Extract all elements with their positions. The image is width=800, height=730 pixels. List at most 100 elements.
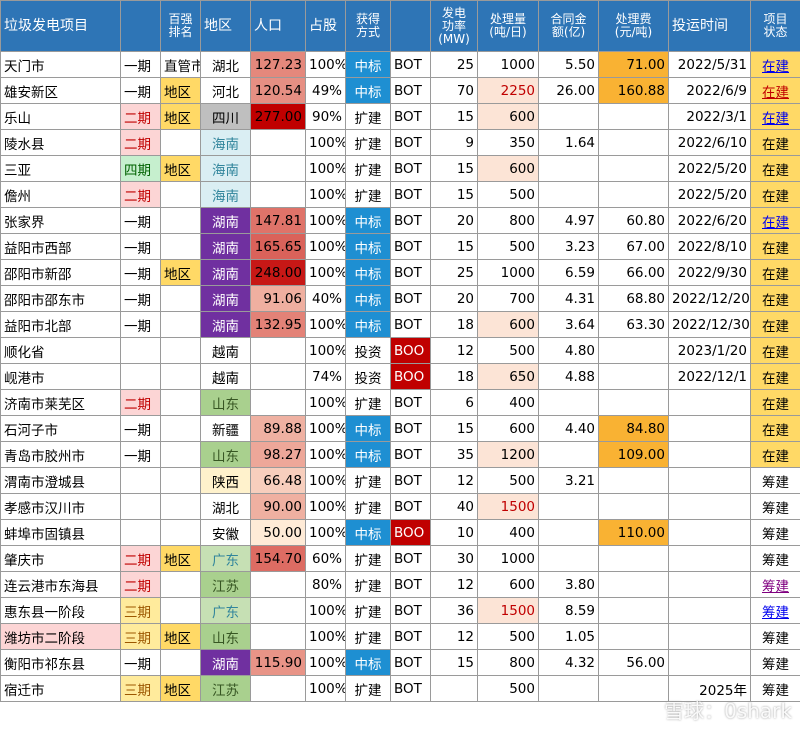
cell	[598, 155, 669, 182]
cell: 600	[477, 415, 539, 442]
cell: 在建	[750, 103, 800, 130]
status-link[interactable]: 筹建	[762, 604, 789, 621]
cell: 岘港市	[0, 363, 121, 390]
cell: 在建	[750, 51, 800, 78]
cell: 100%	[305, 181, 346, 208]
cell: 湖南	[200, 207, 251, 234]
cell: 4.32	[538, 649, 599, 676]
cell	[160, 207, 201, 234]
cell: 安徽	[200, 519, 251, 546]
cell: 广东	[200, 597, 251, 624]
cell: 100%	[305, 51, 346, 78]
cell	[598, 389, 669, 416]
cell: 中标	[345, 259, 391, 286]
cell	[668, 597, 751, 624]
cell: 1500	[477, 493, 539, 520]
header-cell: 人口	[250, 0, 306, 52]
cell: 中标	[345, 77, 391, 104]
cell: 66.00	[598, 259, 669, 286]
cell: 在建	[750, 415, 800, 442]
cell: 12	[430, 571, 478, 598]
cell: 15	[430, 181, 478, 208]
cell: 120.54	[250, 77, 306, 104]
cell	[598, 363, 669, 390]
watermark: 雪球：0shark	[664, 699, 792, 723]
cell: 1000	[477, 545, 539, 572]
cell	[538, 181, 599, 208]
cell: BOT	[390, 597, 431, 624]
cell: 800	[477, 207, 539, 234]
cell: 50.00	[250, 519, 306, 546]
status-link[interactable]: 在建	[762, 58, 789, 75]
cell: 98.27	[250, 441, 306, 468]
cell: 4.31	[538, 285, 599, 312]
cell: 山东	[200, 389, 251, 416]
cell: 5.50	[538, 51, 599, 78]
cell: 江苏	[200, 571, 251, 598]
table-row: 陵水县 二期 海南 100% 扩建 BOT 9 350 1.64 2022/6/10 在建	[0, 129, 800, 156]
cell: 山东	[200, 623, 251, 650]
cell: 惠东县一阶段	[0, 597, 121, 624]
cell: BOT	[390, 441, 431, 468]
table-row: 益阳市北部 一期 湖南 132.95 100% 中标 BOT 18 600 3.64 63.30 20…	[0, 311, 800, 338]
cell: 15	[430, 103, 478, 130]
cell: 地区	[160, 545, 201, 572]
cell: 49%	[305, 77, 346, 104]
cell: 90.00	[250, 493, 306, 520]
table-row: 益阳市西部 一期 湖南 165.65 100% 中标 BOT 15 500 3.23 67.00 20…	[0, 233, 800, 260]
cell: 18	[430, 311, 478, 338]
table-row: 孝感市汉川市 湖北 90.00 100% 扩建 BOT 40 1500 筹建	[0, 493, 800, 520]
cell	[160, 519, 201, 546]
cell: 109.00	[598, 441, 669, 468]
cell: 越南	[200, 337, 251, 364]
cell: 100%	[305, 467, 346, 494]
cell: 宿迁市	[0, 675, 121, 702]
cell: 四川	[200, 103, 251, 130]
header-cell	[390, 0, 431, 52]
cell: 筹建	[750, 649, 800, 676]
cell	[250, 623, 306, 650]
cell: 越南	[200, 363, 251, 390]
cell	[160, 649, 201, 676]
cell: 扩建	[345, 467, 391, 494]
cell: 雄安新区	[0, 77, 121, 104]
cell	[598, 597, 669, 624]
cell: BOT	[390, 415, 431, 442]
cell: 15	[430, 649, 478, 676]
cell: 在建	[750, 155, 800, 182]
cell: 一期	[120, 77, 161, 104]
cell: 中标	[345, 51, 391, 78]
cell: 陕西	[200, 467, 251, 494]
cell: BOT	[390, 545, 431, 572]
cell	[160, 493, 201, 520]
status-link[interactable]: 在建	[762, 110, 789, 127]
cell: 二期	[120, 181, 161, 208]
cell: 在建	[750, 389, 800, 416]
cell: BOT	[390, 571, 431, 598]
status-link[interactable]: 筹建	[762, 578, 789, 595]
cell	[160, 311, 201, 338]
cell: BOT	[390, 77, 431, 104]
table-row: 岘港市 越南 74% 投资 BOO 18 650 4.88 2022/12/1 在建	[0, 363, 800, 390]
cell: 湖南	[200, 649, 251, 676]
cell: 20	[430, 285, 478, 312]
cell: 在建	[750, 233, 800, 260]
cell: 一期	[120, 649, 161, 676]
status-link[interactable]: 在建	[762, 214, 789, 231]
table-row: 邵阳市新邵 一期 地区 湖南 248.00 100% 中标 BOT 25 1000 6.59 66.0…	[0, 259, 800, 286]
cell: 700	[477, 285, 539, 312]
cell: 筹建	[750, 519, 800, 546]
cell	[250, 155, 306, 182]
cell: 在建	[750, 181, 800, 208]
cell: 筹建	[750, 675, 800, 702]
cell: 益阳市西部	[0, 233, 121, 260]
cell	[160, 285, 201, 312]
cell: 18	[430, 363, 478, 390]
cell: 66.48	[250, 467, 306, 494]
cell: 800	[477, 649, 539, 676]
cell: 肇庆市	[0, 545, 121, 572]
cell: 2022/12/1	[668, 363, 751, 390]
cell: 蚌埠市固镇县	[0, 519, 121, 546]
status-link[interactable]: 在建	[762, 84, 789, 101]
cell: 在建	[750, 311, 800, 338]
